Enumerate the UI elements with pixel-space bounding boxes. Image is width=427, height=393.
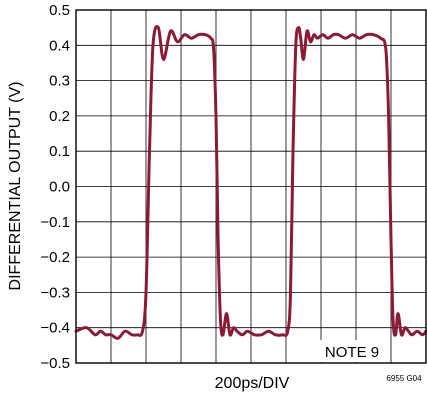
y-tick-label: 0.4 xyxy=(49,37,70,54)
y-tick-label: −0.3 xyxy=(40,284,70,301)
y-tick-labels: 0.5 0.4 0.3 0.2 0.1 0.0 −0.1 −0.2 −0.3 −0.4 −0.5 xyxy=(40,2,70,372)
y-axis-label: DIFFERENTIAL OUTPUT (V) xyxy=(7,82,24,291)
y-tick-label: 0.2 xyxy=(49,108,70,125)
note-label: NOTE 9 xyxy=(325,344,379,361)
x-axis-label: 200ps/DIV xyxy=(215,375,290,392)
y-tick-label: 0.0 xyxy=(49,179,70,196)
figure-id: 6955 G04 xyxy=(386,374,422,383)
grid xyxy=(76,10,426,363)
output-waveform xyxy=(74,24,427,340)
y-tick-label: 0.3 xyxy=(49,73,70,90)
plot-frame xyxy=(75,9,427,364)
note-label-background xyxy=(320,340,386,362)
y-tick-label: −0.1 xyxy=(40,214,70,231)
y-tick-label: −0.2 xyxy=(40,249,70,266)
y-tick-label: 0.5 xyxy=(49,2,70,19)
y-tick-label: −0.4 xyxy=(40,320,70,337)
y-tick-label: 0.1 xyxy=(49,143,70,160)
y-tick-label: −0.5 xyxy=(40,355,70,372)
